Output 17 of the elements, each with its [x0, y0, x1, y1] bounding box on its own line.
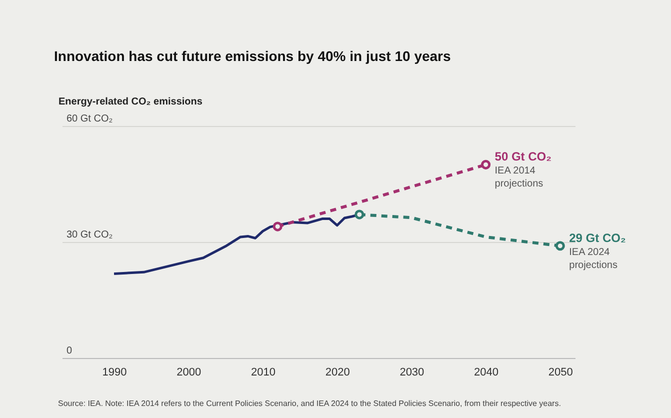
x-tick-label: 2050: [548, 366, 573, 378]
data-label: 50 Gt CO₂: [494, 150, 552, 164]
x-tick-label: 1990: [102, 366, 127, 378]
series-label: IEA 2024 projections: [569, 246, 618, 271]
y-axis-title: Energy-related CO₂ emissions: [58, 96, 203, 108]
chart-title: Innovation has cut future emissions by 40% in just 10 years: [54, 48, 451, 64]
y-tick-label: 0: [66, 346, 72, 356]
x-tick-label: 2040: [474, 366, 499, 378]
y-tick-label: 60 Gt CO₂: [66, 114, 113, 124]
y-tick-label: 30 Gt CO₂: [66, 230, 113, 240]
x-tick-label: 2010: [250, 366, 276, 378]
series-label: IEA 2014 projections: [494, 166, 544, 190]
x-tick-label: 2000: [176, 366, 202, 378]
data-label: 29 Gt CO₂: [569, 230, 626, 245]
source-note: Source: IEA. Note: IEA 2014 refers to the Current Policies Scenario, and IEA 2024 to the Stated Policies Scenario, from their respective years.: [58, 399, 561, 408]
x-tick-label: 2030: [400, 366, 424, 378]
x-tick-label: 2020: [325, 366, 350, 378]
